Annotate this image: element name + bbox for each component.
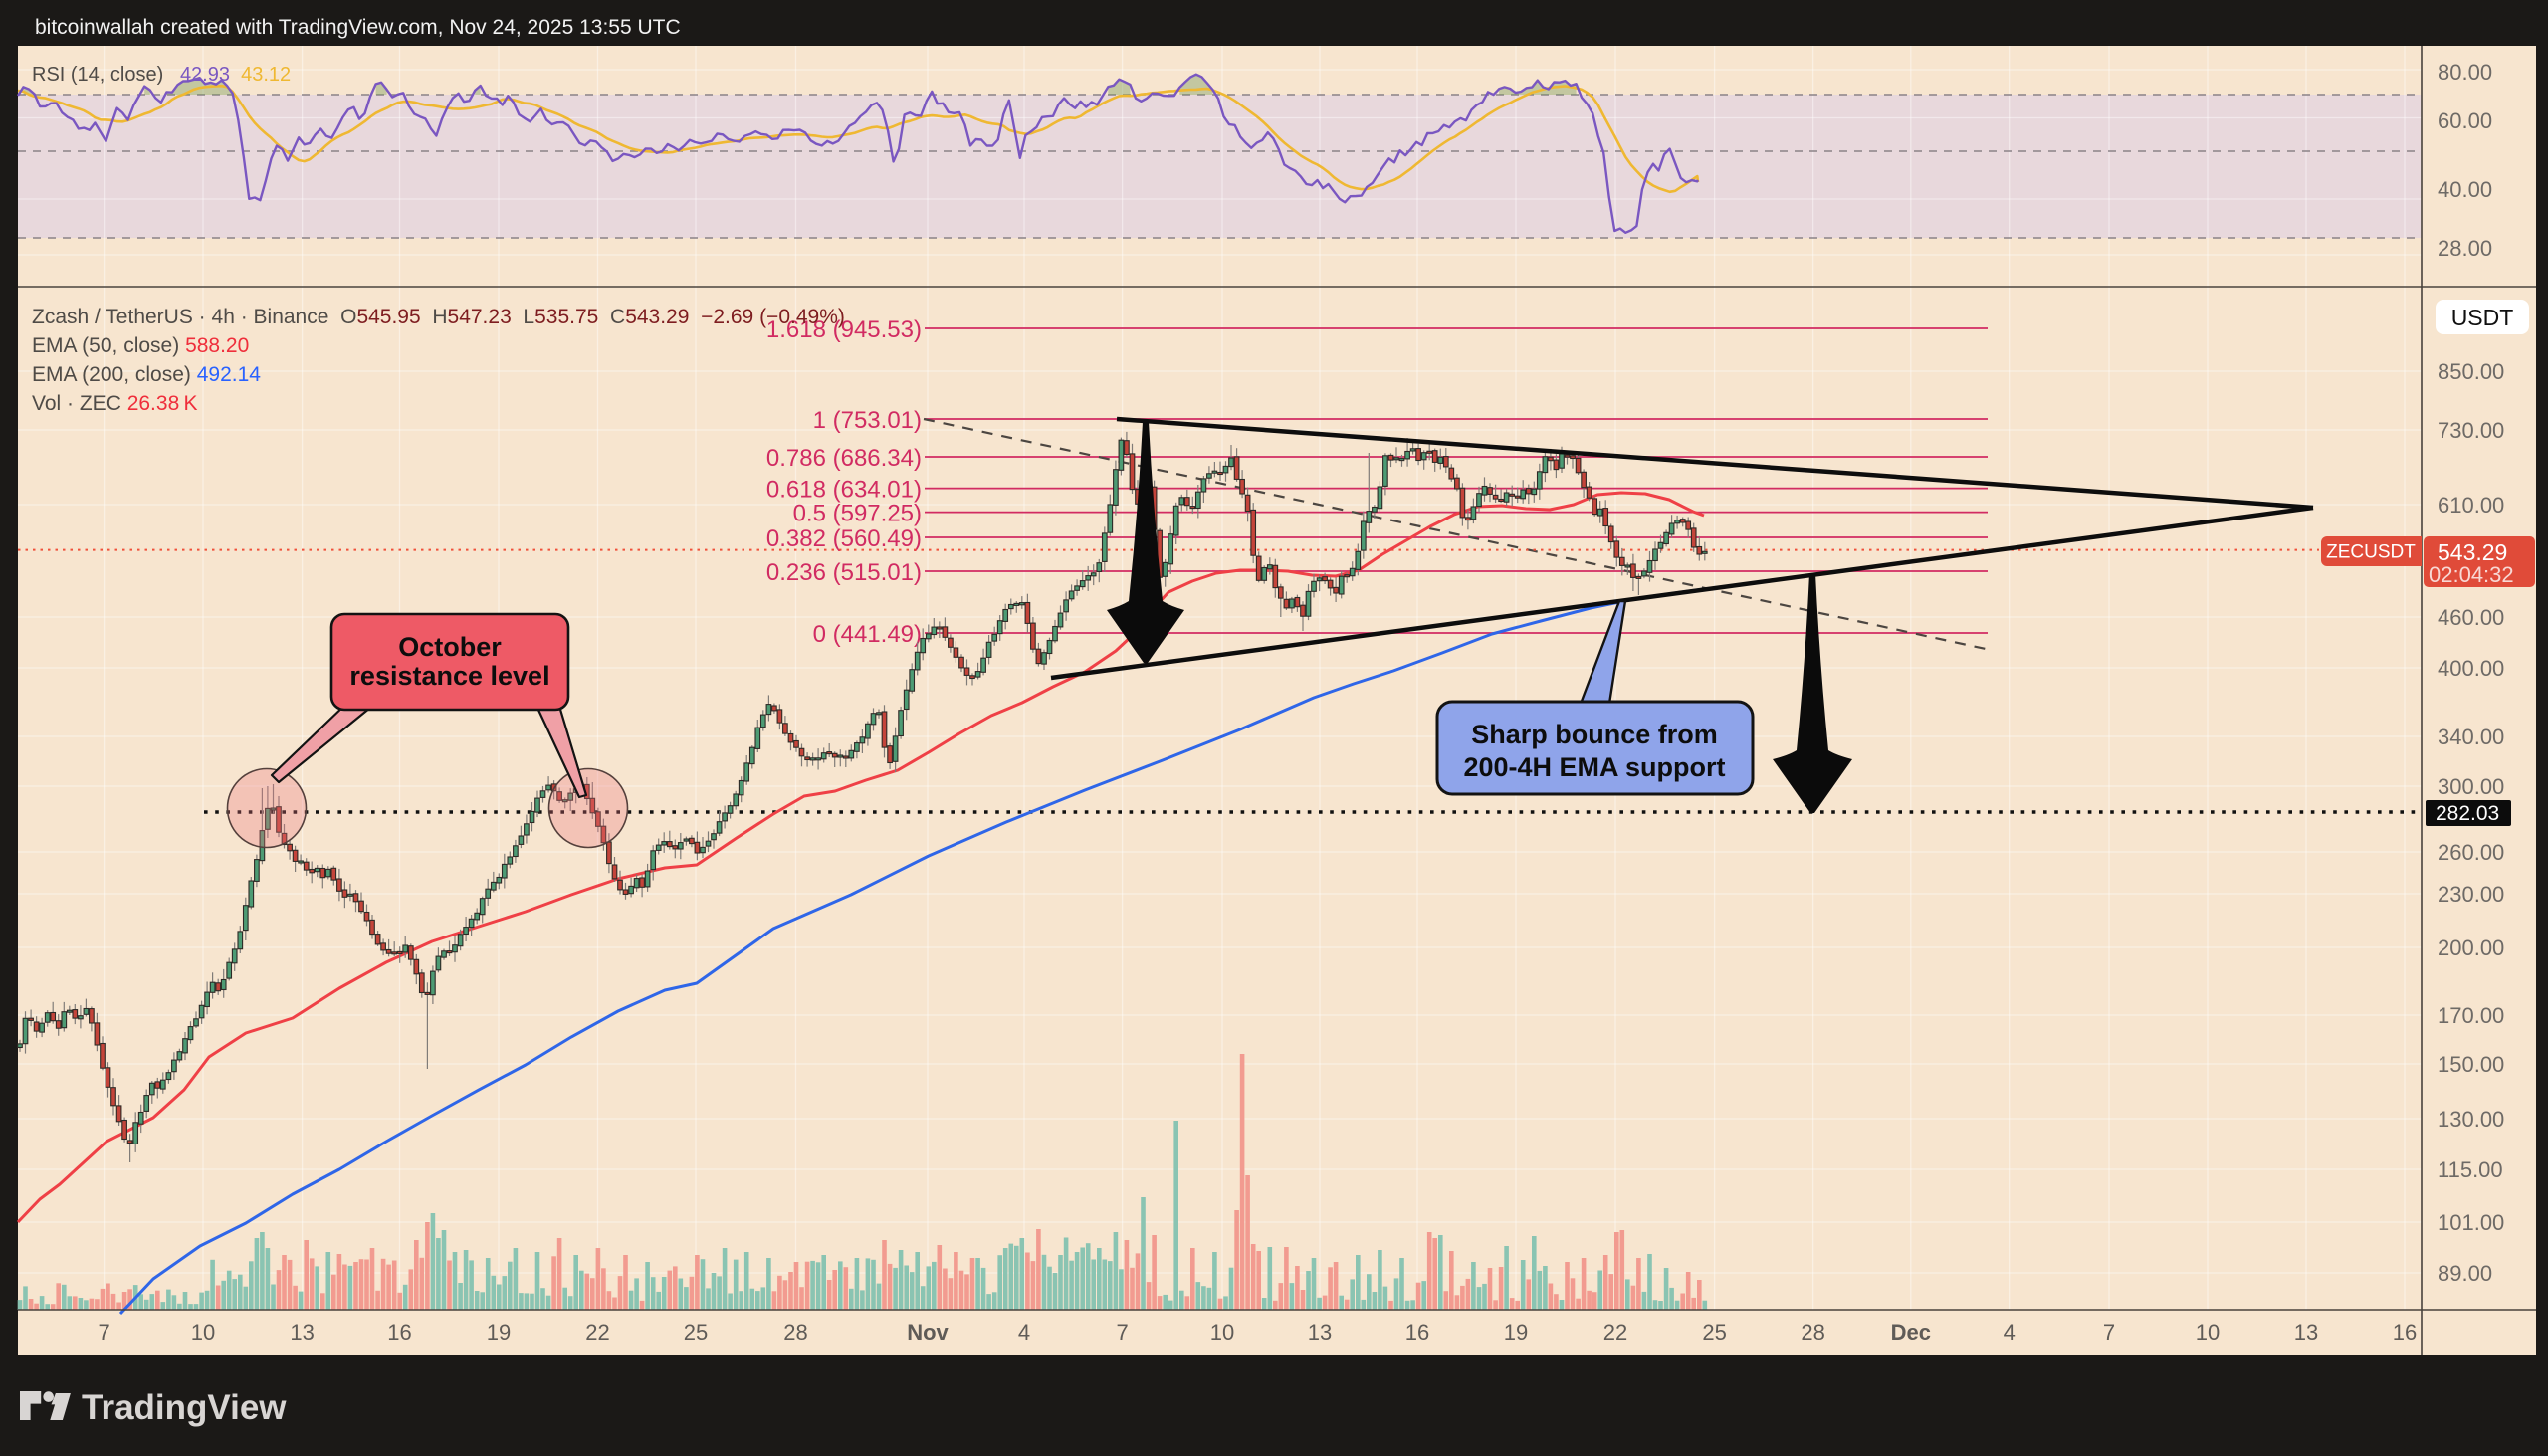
svg-text:0.618 (634.01): 0.618 (634.01) xyxy=(766,477,922,504)
svg-text:7: 7 xyxy=(1116,1320,1128,1345)
svg-text:Nov: Nov xyxy=(907,1320,949,1345)
svg-text:340.00: 340.00 xyxy=(2438,725,2504,749)
svg-text:28: 28 xyxy=(1801,1320,1824,1345)
svg-text:170.00: 170.00 xyxy=(2438,1003,2504,1028)
svg-text:19: 19 xyxy=(1504,1320,1528,1345)
svg-text:200.00: 200.00 xyxy=(2438,936,2504,960)
svg-text:0 (441.49): 0 (441.49) xyxy=(813,621,922,648)
svg-text:02:04:32: 02:04:32 xyxy=(2429,562,2514,587)
svg-text:19: 19 xyxy=(487,1320,511,1345)
svg-text:543.29: 543.29 xyxy=(2438,539,2507,565)
svg-text:0.5 (597.25): 0.5 (597.25) xyxy=(793,501,922,527)
svg-text:10: 10 xyxy=(1210,1320,1234,1345)
svg-text:Zcash / TetherUS · 4h · Binanc: Zcash / TetherUS · 4h · Binance O545.95 … xyxy=(32,306,845,328)
svg-text:89.00: 89.00 xyxy=(2438,1261,2492,1286)
svg-text:850.00: 850.00 xyxy=(2438,359,2504,384)
svg-text:October: October xyxy=(398,632,502,662)
svg-text:7: 7 xyxy=(98,1320,109,1345)
svg-text:22: 22 xyxy=(1603,1320,1627,1345)
svg-text:60.00: 60.00 xyxy=(2438,108,2492,133)
svg-text:28.00: 28.00 xyxy=(2438,236,2492,261)
svg-text:282.03: 282.03 xyxy=(2436,802,2499,825)
svg-text:40.00: 40.00 xyxy=(2438,177,2492,202)
svg-text:16: 16 xyxy=(2393,1320,2417,1345)
svg-text:10: 10 xyxy=(191,1320,215,1345)
svg-text:EMA (200, close) 492.14: EMA (200, close) 492.14 xyxy=(32,363,261,386)
svg-text:Sharp bounce from: Sharp bounce from xyxy=(1471,720,1718,749)
svg-text:RSI (14, close) 42.93 43.12: RSI (14, close) 42.93 43.12 xyxy=(32,64,291,86)
svg-text:resistance level: resistance level xyxy=(349,661,549,691)
svg-text:EMA (50, close) 588.20: EMA (50, close) 588.20 xyxy=(32,334,249,357)
svg-text:4: 4 xyxy=(2004,1320,2016,1345)
svg-text:230.00: 230.00 xyxy=(2438,882,2504,907)
svg-text:4: 4 xyxy=(1018,1320,1030,1345)
svg-text:ZECUSDT: ZECUSDT xyxy=(2326,542,2416,563)
svg-text:0.236 (515.01): 0.236 (515.01) xyxy=(766,559,922,586)
svg-text:1.618 (945.53): 1.618 (945.53) xyxy=(766,316,922,343)
svg-text:USDT: USDT xyxy=(2451,305,2514,330)
svg-text:260.00: 260.00 xyxy=(2438,840,2504,865)
svg-text:TradingView: TradingView xyxy=(82,1388,287,1427)
svg-text:bitcoinwallah created with Tra: bitcoinwallah created with TradingView.c… xyxy=(35,16,681,39)
svg-text:150.00: 150.00 xyxy=(2438,1052,2504,1077)
svg-text:200-4H EMA support: 200-4H EMA support xyxy=(1463,752,1725,782)
svg-text:13: 13 xyxy=(290,1320,314,1345)
svg-text:610.00: 610.00 xyxy=(2438,493,2504,518)
svg-text:7: 7 xyxy=(2103,1320,2115,1345)
svg-text:16: 16 xyxy=(387,1320,411,1345)
svg-text:Dec: Dec xyxy=(1891,1320,1931,1345)
svg-text:13: 13 xyxy=(1308,1320,1332,1345)
svg-text:0.382 (560.49): 0.382 (560.49) xyxy=(766,525,922,552)
svg-text:1 (753.01): 1 (753.01) xyxy=(813,407,922,434)
svg-text:130.00: 130.00 xyxy=(2438,1107,2504,1132)
svg-text:115.00: 115.00 xyxy=(2438,1157,2503,1182)
svg-text:25: 25 xyxy=(684,1320,708,1345)
svg-text:300.00: 300.00 xyxy=(2438,774,2504,799)
svg-text:400.00: 400.00 xyxy=(2438,656,2504,681)
svg-text:80.00: 80.00 xyxy=(2438,60,2492,85)
svg-text:22: 22 xyxy=(585,1320,609,1345)
svg-text:25: 25 xyxy=(1702,1320,1726,1345)
svg-text:Vol · ZEC 26.38 K: Vol · ZEC 26.38 K xyxy=(32,392,197,415)
svg-text:101.00: 101.00 xyxy=(2438,1210,2504,1235)
svg-text:730.00: 730.00 xyxy=(2438,418,2504,443)
svg-text:10: 10 xyxy=(2196,1320,2220,1345)
svg-text:0.786 (686.34): 0.786 (686.34) xyxy=(766,445,922,472)
svg-text:460.00: 460.00 xyxy=(2438,605,2504,630)
svg-text:28: 28 xyxy=(783,1320,807,1345)
svg-text:16: 16 xyxy=(1405,1320,1429,1345)
svg-text:13: 13 xyxy=(2294,1320,2318,1345)
